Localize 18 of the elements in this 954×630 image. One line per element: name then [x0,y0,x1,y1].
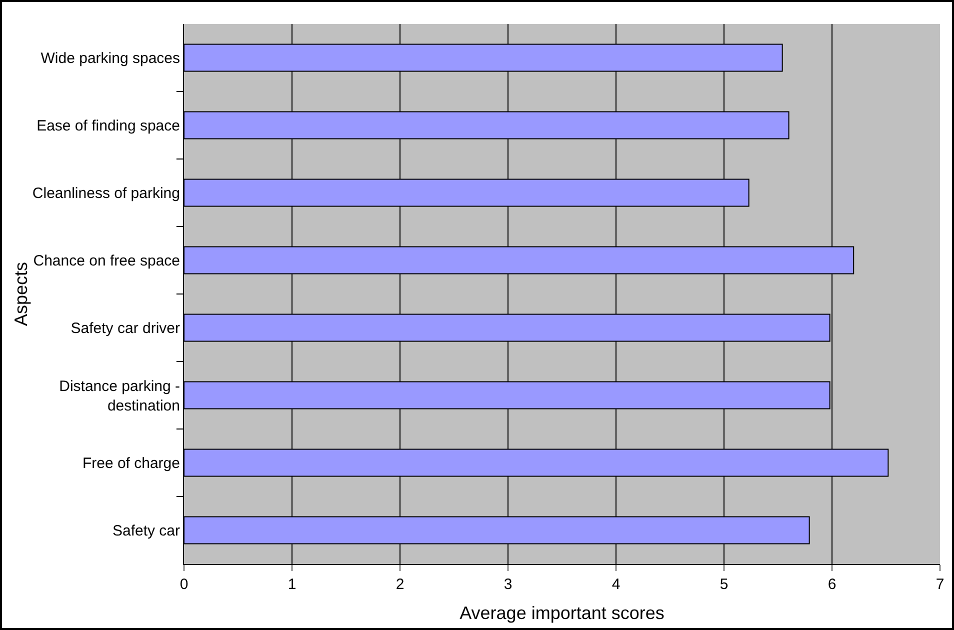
y-tick-label: Free of charge [82,455,180,472]
x-tick-label: 5 [720,576,728,593]
x-tick-label: 1 [288,576,296,593]
y-tick-label: Cleanliness of parking [32,185,180,202]
x-tick-label: 7 [936,576,944,593]
y-tick-label: Safety car driver [70,320,180,337]
y-tick-label: Chance on free space [33,252,180,270]
y-tick-label: Ease of finding space [36,118,180,134]
x-tick-label: 4 [612,576,620,593]
x-tick-label: 0 [180,576,188,593]
y-tick-label: Safety car [112,522,180,540]
x-tick-label: 2 [396,576,404,593]
x-tick-label: 6 [828,576,836,593]
x-axis-title: Average important scores [460,603,664,624]
x-tick-label: 3 [504,576,512,593]
y-axis-title: Aspects [11,262,32,326]
y-tick-label: Distance parking - destination [59,378,180,414]
y-tick-label: Wide parking spaces [40,50,180,67]
